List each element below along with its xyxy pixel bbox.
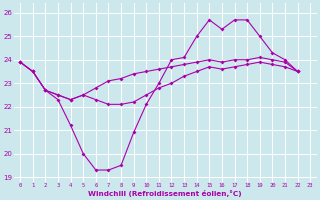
X-axis label: Windchill (Refroidissement éolien,°C): Windchill (Refroidissement éolien,°C) — [88, 190, 242, 197]
